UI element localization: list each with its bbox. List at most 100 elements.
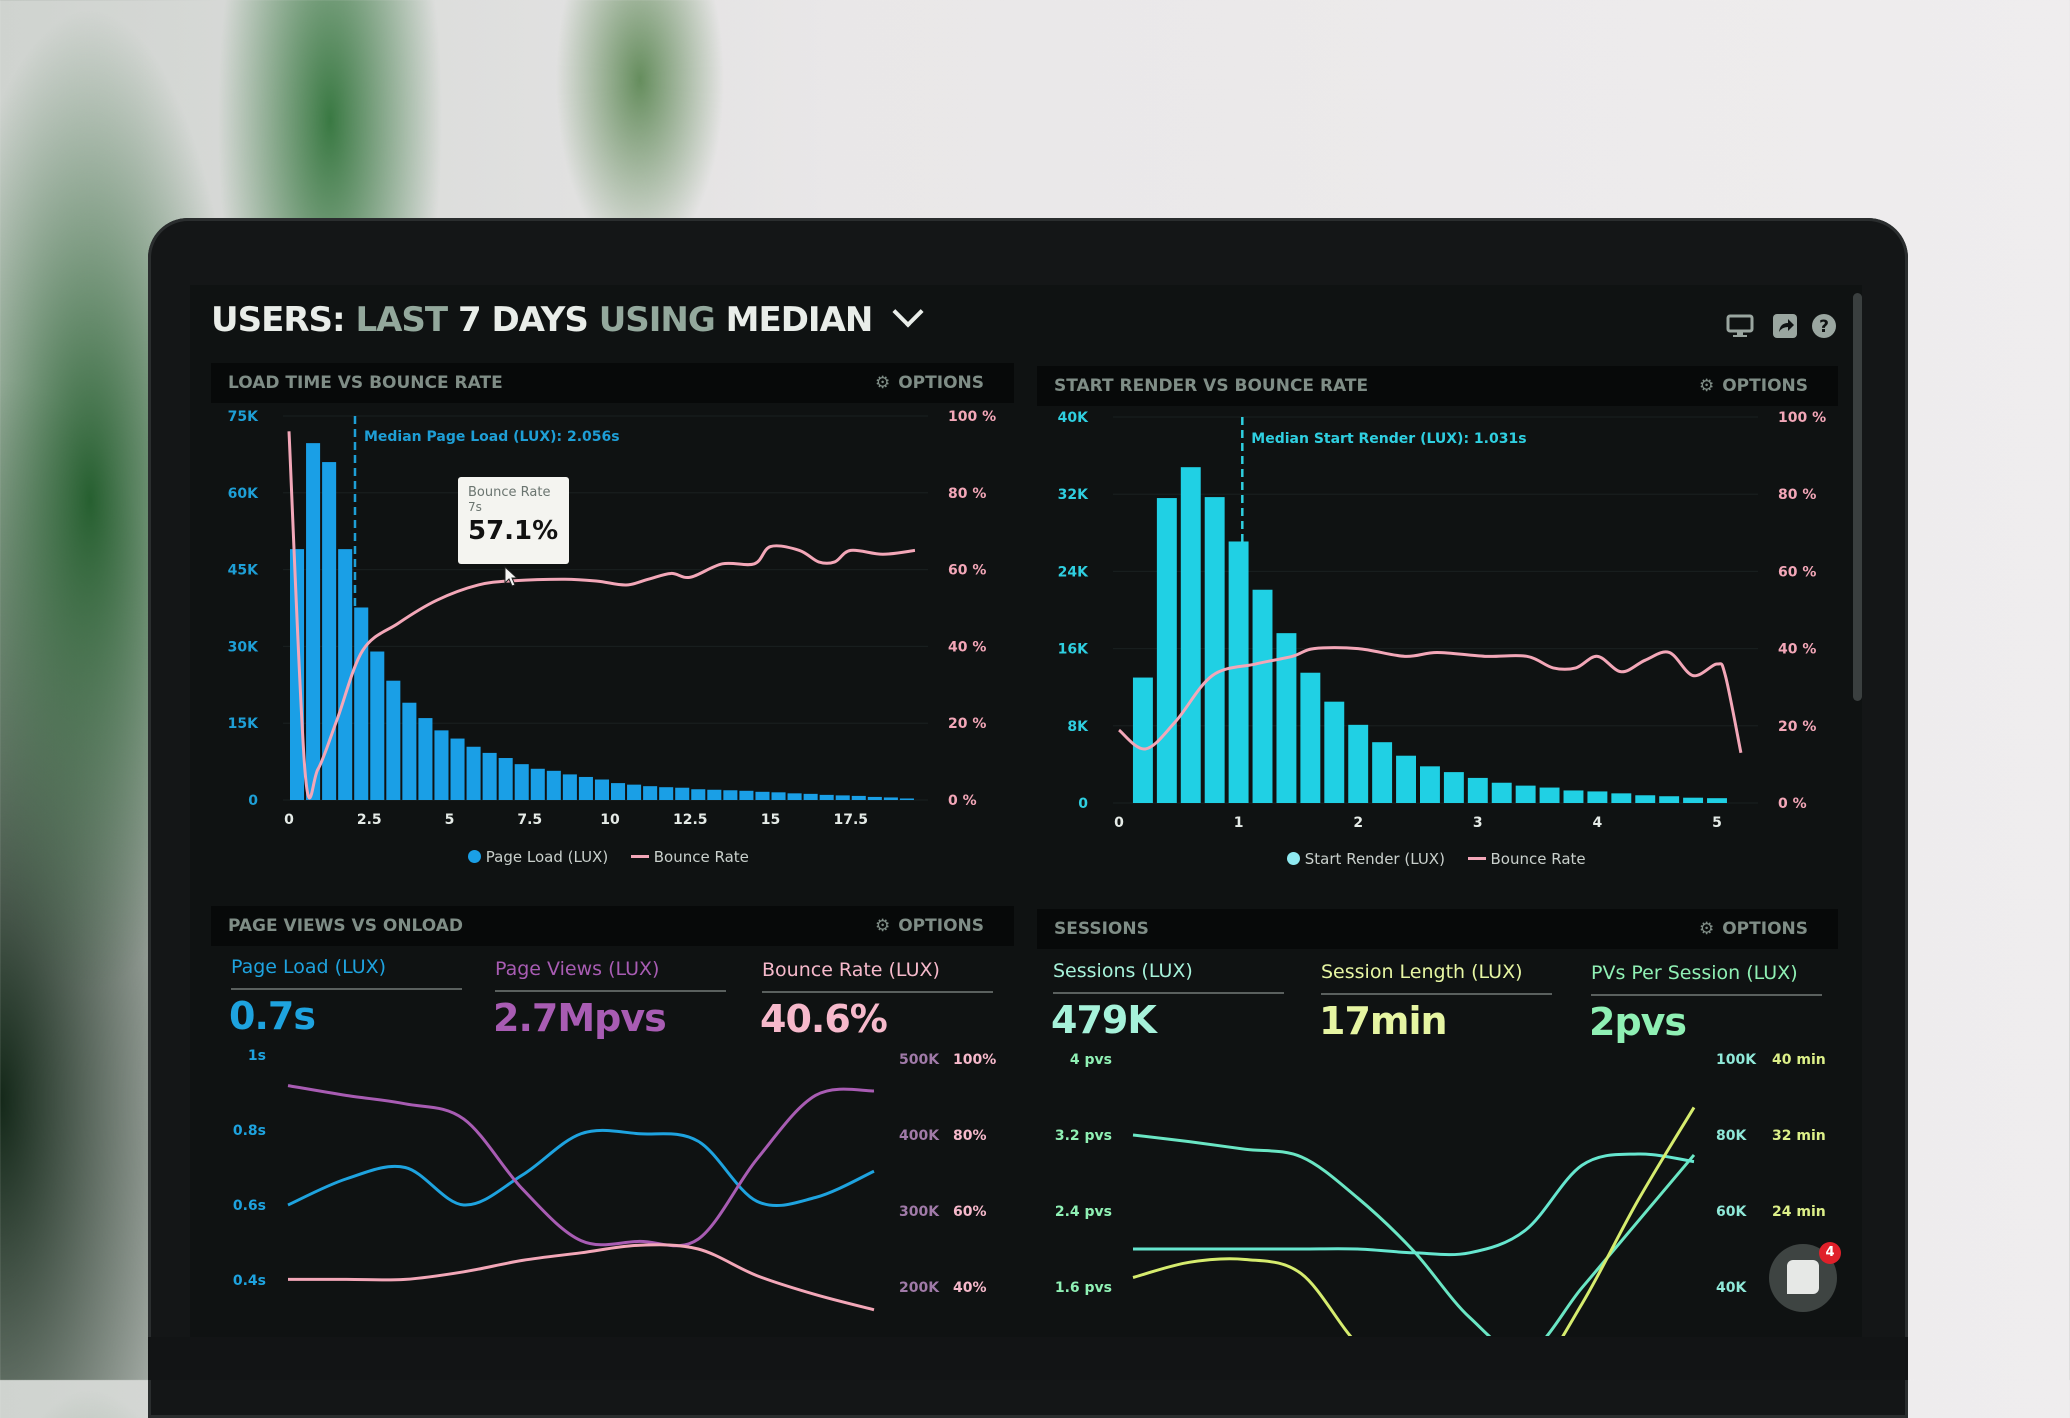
bar[interactable] [1635,795,1656,803]
metric-value-sessions: 479K [1051,998,1157,1042]
scrollbar[interactable] [1853,293,1862,701]
bar[interactable] [771,792,786,800]
bar[interactable] [594,779,609,800]
series-line-session-length-lux[interactable] [1132,1106,1696,1380]
bar[interactable] [1372,742,1393,803]
bar[interactable] [899,798,914,800]
bar[interactable] [1324,701,1345,803]
bar[interactable] [835,795,850,800]
bar[interactable] [418,718,433,800]
bar[interactable] [883,797,898,800]
bar[interactable] [530,768,545,800]
y-right-tick-label: 40 % [1778,642,1816,658]
divider [1321,993,1552,995]
bar[interactable] [1707,798,1727,803]
bar[interactable] [755,791,770,800]
bar[interactable] [466,746,481,800]
monitor-icon[interactable] [1726,312,1754,340]
bar[interactable] [739,790,754,800]
bar[interactable] [482,752,497,800]
legend-start-render[interactable]: Start Render (LUX) [1304,850,1445,868]
bar[interactable] [691,789,706,800]
y-right-tick-label: 40 % [948,639,986,655]
series-line-pvs-per-session-lux[interactable] [1132,1133,1696,1354]
bar[interactable] [370,651,385,800]
bar[interactable] [306,443,321,800]
bar[interactable] [514,764,529,800]
bar[interactable] [659,787,674,800]
options-button[interactable]: ⚙ OPTIONS [1699,376,1808,396]
bar[interactable] [450,738,465,800]
y-right-tick-label: 300K [899,1204,940,1220]
bar[interactable] [1276,633,1297,803]
bounce-rate-line[interactable] [287,431,916,800]
options-button[interactable]: ⚙ OPTIONS [875,916,984,936]
bar[interactable] [386,680,401,800]
bar[interactable] [1563,790,1584,803]
y-left-tick-label: 1.6 pvs [1055,1280,1112,1296]
bar[interactable] [819,794,834,800]
bar[interactable] [851,795,866,800]
bar[interactable] [290,549,305,800]
bar[interactable] [562,774,577,800]
bar[interactable] [578,776,593,800]
bar[interactable] [723,790,738,800]
share-icon[interactable] [1771,312,1799,340]
bar[interactable] [643,786,658,800]
bar[interactable] [1659,796,1680,803]
bar[interactable] [498,758,513,800]
options-button[interactable]: ⚙ OPTIONS [875,373,984,393]
series-line-page-load-lux[interactable] [287,1128,875,1208]
bar[interactable] [434,730,449,800]
bar[interactable] [1515,785,1536,803]
legend-dot-icon [468,850,481,863]
y-right-tick-label: 80K [1716,1128,1747,1144]
bar[interactable] [1420,766,1440,803]
bar[interactable] [1491,782,1512,803]
mouse-cursor-icon [504,566,519,587]
bar[interactable] [1156,498,1177,803]
legend-bounce-rate[interactable]: Bounce Rate [1490,850,1586,868]
chat-button[interactable] [1769,1244,1837,1312]
bar[interactable] [1228,541,1249,803]
legend-bounce-rate[interactable]: Bounce Rate [653,848,749,866]
bar[interactable] [1204,497,1225,803]
bounce-rate-line[interactable] [1118,646,1743,754]
page-title[interactable]: USERS: LAST 7 DAYS USING MEDIAN [211,296,924,340]
bar[interactable] [402,702,417,800]
series-line-bounce-rate-lux[interactable] [287,1243,875,1312]
bar[interactable] [1252,589,1273,803]
panel-header-sessions: SESSIONS ⚙ OPTIONS [1037,909,1838,949]
bar[interactable] [1683,797,1704,803]
series-line-page-views-lux[interactable] [287,1084,875,1248]
bar[interactable] [675,787,690,800]
bar[interactable] [1611,793,1632,803]
bar[interactable] [1300,672,1321,803]
bar[interactable] [707,789,722,800]
series-line-sessions-lux[interactable] [1133,1152,1695,1257]
bar[interactable] [1396,755,1416,803]
x-tick-label: 2.5 [357,812,382,828]
bar[interactable] [354,607,369,800]
tooltip-title: Bounce Rate [468,485,551,500]
bar[interactable] [611,783,626,800]
panel-title: LOAD TIME VS BOUNCE RATE [228,373,503,393]
bar[interactable] [1467,777,1488,803]
bar[interactable] [1539,787,1560,803]
bar[interactable] [1180,467,1201,803]
bar[interactable] [803,793,818,800]
options-button[interactable]: ⚙ OPTIONS [1699,919,1808,939]
bar[interactable] [322,462,337,800]
bar[interactable] [1132,677,1153,803]
bar[interactable] [787,793,802,800]
bar[interactable] [867,796,882,800]
help-icon[interactable]: ? [1810,312,1838,340]
metric-value-page-views: 2.7Mpvs [493,996,667,1040]
bar[interactable] [1348,724,1369,803]
bar[interactable] [627,784,642,800]
bar[interactable] [1443,772,1464,803]
bar[interactable] [338,549,353,800]
bar[interactable] [1587,791,1608,803]
bar[interactable] [546,770,561,800]
legend-page-load[interactable]: Page Load (LUX) [485,848,609,866]
